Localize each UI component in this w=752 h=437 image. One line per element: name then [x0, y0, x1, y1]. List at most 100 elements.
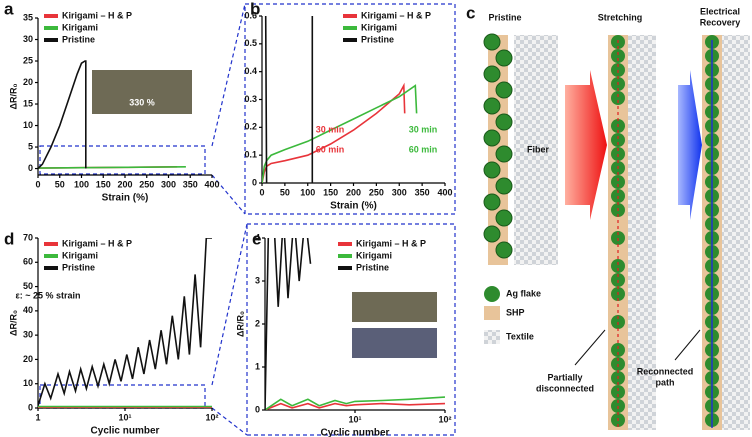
x-tick-label: 10²: [205, 412, 218, 422]
series-line: [264, 16, 314, 183]
y-tick-label: 10: [23, 378, 33, 388]
panel-label: b: [250, 0, 260, 18]
inset-photo: [352, 292, 437, 322]
textile: [514, 35, 558, 265]
x-axis-label: Cyclic number: [91, 426, 160, 437]
y-tick-label: 20: [23, 77, 33, 87]
annotation: 30 min: [316, 124, 345, 134]
ag-flake: [611, 343, 625, 357]
note: path: [656, 377, 675, 387]
x-axis-label: Cyclic number: [321, 428, 390, 437]
x-tick-label: 200: [346, 187, 361, 197]
legend-label: Pristine: [356, 262, 389, 272]
y-tick-label: 60: [23, 257, 33, 267]
ag-flake: [483, 129, 501, 147]
x-tick-label: 10¹: [348, 414, 361, 424]
x-tick-label: 350: [415, 187, 430, 197]
legend-label: Kirigami: [361, 22, 397, 32]
ag-flake: [611, 175, 625, 189]
y-tick-label: 1: [255, 361, 260, 371]
ag-flake: [483, 65, 501, 83]
stage-label: Electrical: [700, 6, 740, 16]
legend-label: Pristine: [62, 262, 95, 272]
legend-label: Kirigami: [62, 250, 98, 260]
legend-label: Pristine: [361, 34, 394, 44]
y-axis-label: ΔR/R₀: [235, 311, 245, 337]
annotation: 30 min: [409, 124, 438, 134]
legend-textile: [484, 330, 500, 344]
y-tick-label: 15: [23, 98, 33, 108]
y-tick-label: 30: [23, 330, 33, 340]
zoom-frames: [39, 3, 456, 436]
inset-photo: [352, 328, 437, 358]
stage-label: Stretching: [598, 12, 643, 22]
y-tick-label: 40: [23, 305, 33, 315]
y-tick-label: 4: [255, 232, 260, 242]
ag-flake: [611, 91, 625, 105]
x-tick-label: 400: [204, 179, 219, 189]
legend-label: Kirigami – H & P: [62, 238, 132, 248]
y-tick-label: 0.2: [244, 122, 257, 132]
x-axis-label: Strain (%): [330, 201, 377, 212]
stage-label: Pristine: [488, 12, 521, 22]
stage-label: Recovery: [700, 17, 741, 27]
y-tick-label: 0: [252, 177, 257, 187]
x-tick-label: 100: [74, 179, 89, 189]
y-tick-label: 70: [23, 232, 33, 242]
legend-label: Kirigami – H & P: [62, 10, 132, 20]
panel-label: c: [466, 3, 475, 22]
legend-label: Kirigami: [62, 22, 98, 32]
textile: [720, 35, 750, 430]
panel-label: a: [4, 0, 14, 18]
panel-label: d: [4, 229, 14, 248]
series-line: [38, 238, 212, 406]
x-tick-label: 200: [117, 179, 132, 189]
ag-flake: [611, 49, 625, 63]
x-tick-label: 250: [369, 187, 384, 197]
series-line: [265, 396, 445, 410]
annotation: 60 min: [409, 144, 438, 154]
x-axis-label: Strain (%): [102, 193, 149, 204]
x-tick-label: 150: [96, 179, 111, 189]
y-tick-label: 0: [28, 163, 33, 173]
legend-label: Ag flake: [506, 288, 541, 298]
x-tick-label: 10¹: [118, 412, 131, 422]
x-tick-label: 300: [392, 187, 407, 197]
inset-photo: [92, 70, 192, 114]
x-tick-label: 50: [55, 179, 65, 189]
y-axis-label: ΔR/R₀: [8, 83, 18, 109]
ag-flake: [495, 49, 513, 67]
note: Reconnected: [637, 366, 694, 376]
x-tick-label: 300: [161, 179, 176, 189]
series-line: [265, 402, 445, 410]
legend-label: Textile: [506, 331, 534, 341]
y-tick-label: 0.1: [244, 150, 257, 160]
y-tick-label: 0.4: [244, 66, 257, 76]
fiber-label: Fiber: [527, 144, 550, 154]
y-tick-label: 25: [23, 55, 33, 65]
ag-flake: [483, 97, 501, 115]
textile: [626, 35, 656, 430]
pointer: [674, 329, 701, 361]
x-tick-label: 350: [183, 179, 198, 189]
y-tick-label: 30: [23, 34, 33, 44]
series-line: [38, 60, 87, 170]
ag-flake: [495, 241, 513, 259]
x-tick-label: 150: [323, 187, 338, 197]
y-tick-label: 0: [28, 402, 33, 412]
pointer: [574, 329, 606, 366]
legend-flake: [484, 286, 500, 302]
x-tick-label: 1: [35, 412, 40, 422]
series-line: [38, 166, 186, 169]
y-tick-label: 10: [23, 120, 33, 130]
ag-flake: [483, 161, 501, 179]
x-tick-label: 10²: [438, 414, 451, 424]
y-tick-label: 0: [255, 404, 260, 414]
annotation: ε: ~ 25 % strain: [15, 290, 80, 300]
stretch-arrow: [565, 70, 607, 220]
y-tick-label: 50: [23, 281, 33, 291]
y-tick-label: 2: [255, 318, 260, 328]
ag-flake: [495, 81, 513, 99]
